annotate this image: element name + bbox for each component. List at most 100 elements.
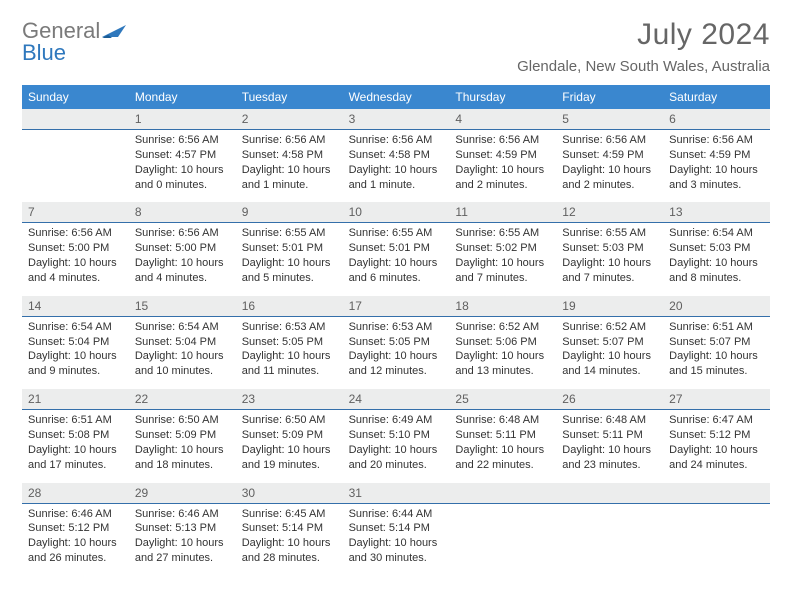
daylight-text: Daylight: 10 hours and 15 minutes.	[669, 349, 764, 379]
daylight-text: Daylight: 10 hours and 2 minutes.	[562, 163, 657, 193]
sunset-text: Sunset: 5:02 PM	[455, 241, 550, 256]
day-number: 12	[556, 202, 663, 222]
day-number: 10	[343, 202, 450, 222]
sunrise-text: Sunrise: 6:46 AM	[135, 507, 230, 522]
brand-text-blue: Blue	[22, 40, 66, 65]
day-number: 1	[129, 109, 236, 129]
day-cell: Sunrise: 6:54 AMSunset: 5:04 PMDaylight:…	[129, 317, 236, 389]
daylight-text: Daylight: 10 hours and 1 minute.	[349, 163, 444, 193]
day-cell: Sunrise: 6:56 AMSunset: 4:59 PMDaylight:…	[556, 130, 663, 202]
day-number: 31	[343, 483, 450, 503]
day-cell: Sunrise: 6:44 AMSunset: 5:14 PMDaylight:…	[343, 504, 450, 576]
sunset-text: Sunset: 5:11 PM	[455, 428, 550, 443]
weekday-header: Saturday	[663, 85, 770, 109]
day-cell: Sunrise: 6:52 AMSunset: 5:07 PMDaylight:…	[556, 317, 663, 389]
day-number: 11	[449, 202, 556, 222]
daylight-text: Daylight: 10 hours and 26 minutes.	[28, 536, 123, 566]
sunrise-text: Sunrise: 6:51 AM	[28, 413, 123, 428]
sunset-text: Sunset: 5:06 PM	[455, 335, 550, 350]
daynum-row: 123456	[22, 109, 770, 130]
day-cell: Sunrise: 6:46 AMSunset: 5:13 PMDaylight:…	[129, 504, 236, 576]
day-cell: Sunrise: 6:56 AMSunset: 4:57 PMDaylight:…	[129, 130, 236, 202]
sunrise-text: Sunrise: 6:50 AM	[135, 413, 230, 428]
day-number: 19	[556, 296, 663, 316]
content-row: Sunrise: 6:51 AMSunset: 5:08 PMDaylight:…	[22, 410, 770, 482]
daylight-text: Daylight: 10 hours and 3 minutes.	[669, 163, 764, 193]
daynum-row: 21222324252627	[22, 389, 770, 410]
page-header: General July 2024 Glendale, New South Wa…	[22, 18, 770, 75]
content-row: Sunrise: 6:56 AMSunset: 4:57 PMDaylight:…	[22, 130, 770, 202]
day-cell: Sunrise: 6:53 AMSunset: 5:05 PMDaylight:…	[236, 317, 343, 389]
day-cell: Sunrise: 6:51 AMSunset: 5:08 PMDaylight:…	[22, 410, 129, 482]
sunset-text: Sunset: 5:03 PM	[562, 241, 657, 256]
sunrise-text: Sunrise: 6:56 AM	[28, 226, 123, 241]
day-number: 5	[556, 109, 663, 129]
daylight-text: Daylight: 10 hours and 6 minutes.	[349, 256, 444, 286]
day-cell: Sunrise: 6:53 AMSunset: 5:05 PMDaylight:…	[343, 317, 450, 389]
sunset-text: Sunset: 5:09 PM	[242, 428, 337, 443]
daylight-text: Daylight: 10 hours and 7 minutes.	[455, 256, 550, 286]
sunrise-text: Sunrise: 6:56 AM	[242, 133, 337, 148]
daylight-text: Daylight: 10 hours and 14 minutes.	[562, 349, 657, 379]
day-number: 7	[22, 202, 129, 222]
sunset-text: Sunset: 5:08 PM	[28, 428, 123, 443]
day-number: 27	[663, 389, 770, 409]
day-cell	[449, 504, 556, 576]
daylight-text: Daylight: 10 hours and 5 minutes.	[242, 256, 337, 286]
day-number: 25	[449, 389, 556, 409]
sunset-text: Sunset: 4:58 PM	[242, 148, 337, 163]
day-number: 18	[449, 296, 556, 316]
day-cell: Sunrise: 6:56 AMSunset: 4:58 PMDaylight:…	[236, 130, 343, 202]
daylight-text: Daylight: 10 hours and 22 minutes.	[455, 443, 550, 473]
day-cell: Sunrise: 6:46 AMSunset: 5:12 PMDaylight:…	[22, 504, 129, 576]
day-cell: Sunrise: 6:56 AMSunset: 5:00 PMDaylight:…	[22, 223, 129, 295]
sunset-text: Sunset: 5:14 PM	[242, 521, 337, 536]
sunrise-text: Sunrise: 6:47 AM	[669, 413, 764, 428]
daylight-text: Daylight: 10 hours and 11 minutes.	[242, 349, 337, 379]
calendar-grid: Sunday Monday Tuesday Wednesday Thursday…	[22, 85, 770, 576]
day-cell: Sunrise: 6:56 AMSunset: 5:00 PMDaylight:…	[129, 223, 236, 295]
sunset-text: Sunset: 5:13 PM	[135, 521, 230, 536]
page-location: Glendale, New South Wales, Australia	[517, 58, 770, 75]
sunrise-text: Sunrise: 6:50 AM	[242, 413, 337, 428]
content-row: Sunrise: 6:46 AMSunset: 5:12 PMDaylight:…	[22, 504, 770, 576]
day-number: 14	[22, 296, 129, 316]
weekday-header: Thursday	[449, 85, 556, 109]
sunrise-text: Sunrise: 6:55 AM	[455, 226, 550, 241]
day-cell	[663, 504, 770, 576]
day-cell	[22, 130, 129, 202]
day-number: 24	[343, 389, 450, 409]
day-number	[556, 483, 663, 503]
daylight-text: Daylight: 10 hours and 20 minutes.	[349, 443, 444, 473]
daylight-text: Daylight: 10 hours and 27 minutes.	[135, 536, 230, 566]
daynum-row: 28293031	[22, 483, 770, 504]
day-number: 20	[663, 296, 770, 316]
sunrise-text: Sunrise: 6:56 AM	[455, 133, 550, 148]
daylight-text: Daylight: 10 hours and 13 minutes.	[455, 349, 550, 379]
day-number: 17	[343, 296, 450, 316]
weekday-header-row: Sunday Monday Tuesday Wednesday Thursday…	[22, 85, 770, 109]
daylight-text: Daylight: 10 hours and 18 minutes.	[135, 443, 230, 473]
daylight-text: Daylight: 10 hours and 17 minutes.	[28, 443, 123, 473]
day-cell: Sunrise: 6:54 AMSunset: 5:03 PMDaylight:…	[663, 223, 770, 295]
sunset-text: Sunset: 5:00 PM	[135, 241, 230, 256]
sunrise-text: Sunrise: 6:56 AM	[135, 226, 230, 241]
day-cell	[556, 504, 663, 576]
day-cell: Sunrise: 6:55 AMSunset: 5:02 PMDaylight:…	[449, 223, 556, 295]
sunset-text: Sunset: 4:58 PM	[349, 148, 444, 163]
day-number: 2	[236, 109, 343, 129]
sunset-text: Sunset: 5:05 PM	[242, 335, 337, 350]
day-cell: Sunrise: 6:56 AMSunset: 4:58 PMDaylight:…	[343, 130, 450, 202]
sunset-text: Sunset: 5:14 PM	[349, 521, 444, 536]
sunset-text: Sunset: 5:00 PM	[28, 241, 123, 256]
daylight-text: Daylight: 10 hours and 28 minutes.	[242, 536, 337, 566]
sunrise-text: Sunrise: 6:55 AM	[562, 226, 657, 241]
day-number: 6	[663, 109, 770, 129]
sunset-text: Sunset: 4:59 PM	[455, 148, 550, 163]
day-cell: Sunrise: 6:50 AMSunset: 5:09 PMDaylight:…	[129, 410, 236, 482]
daylight-text: Daylight: 10 hours and 2 minutes.	[455, 163, 550, 193]
day-number: 13	[663, 202, 770, 222]
sunrise-text: Sunrise: 6:56 AM	[349, 133, 444, 148]
sunset-text: Sunset: 5:03 PM	[669, 241, 764, 256]
sunset-text: Sunset: 5:01 PM	[349, 241, 444, 256]
